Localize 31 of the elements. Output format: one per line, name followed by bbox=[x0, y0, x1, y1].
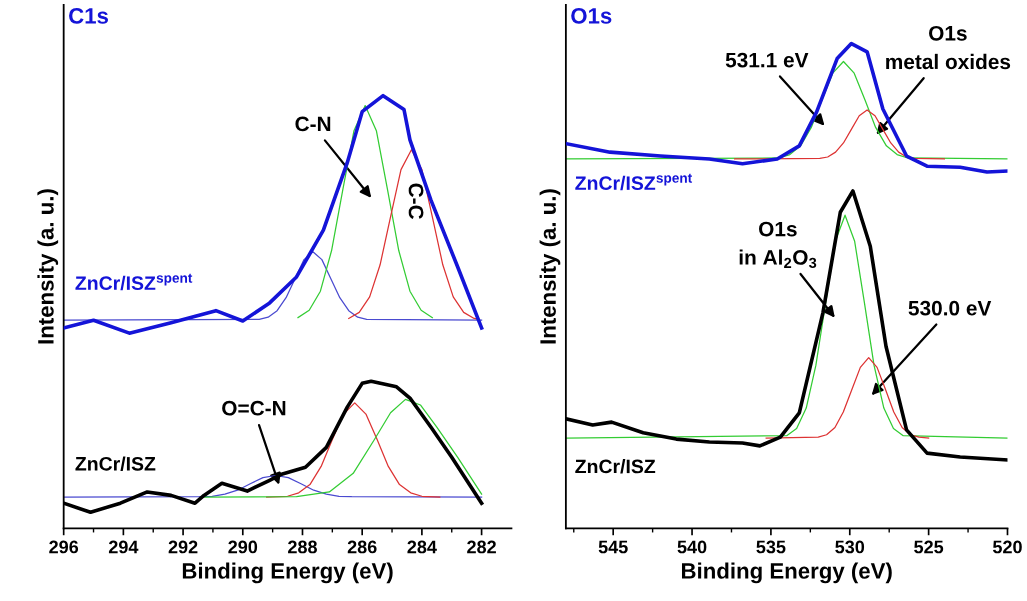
chart-title: O1s bbox=[571, 8, 612, 24]
series-label: ZnCr/ISZ$^{spent}$ bbox=[575, 173, 693, 191]
x-tick-label: 535 bbox=[756, 540, 786, 554]
x-tick-label: 292 bbox=[168, 540, 198, 554]
series-label: ZnCr/ISZ bbox=[75, 456, 156, 471]
x-tick-label: 282 bbox=[467, 540, 496, 554]
x-tick-label: 290 bbox=[228, 540, 258, 554]
x-tick-label: 520 bbox=[992, 540, 1022, 554]
annotation: 530.0 eV bbox=[908, 300, 992, 316]
x-tick-label: 286 bbox=[347, 540, 377, 554]
y-axis-title: Intensity (a. u.) bbox=[37, 189, 59, 344]
x-tick-label: 294 bbox=[108, 540, 139, 554]
annotation: O1s metal oxides bbox=[886, 25, 1011, 70]
x-tick-label: 296 bbox=[49, 540, 79, 554]
series-label: ZnCr/ISZ$^{spent}$ bbox=[75, 273, 193, 291]
annotation: C-N bbox=[295, 116, 331, 132]
y-axis-title: Intensity (a. u.) bbox=[539, 189, 561, 344]
x-tick-label: 530 bbox=[835, 540, 865, 554]
series-label: ZnCr/ISZ bbox=[575, 459, 656, 474]
x-tick-label: 284 bbox=[407, 540, 437, 554]
x-axis-title: Binding Energy (eV) bbox=[182, 562, 393, 584]
x-tick-label: 525 bbox=[914, 540, 944, 554]
x-axis-title: Binding Energy (eV) bbox=[681, 562, 892, 584]
annotation: 531.1 eV bbox=[725, 52, 809, 68]
x-tick-label: 540 bbox=[677, 540, 707, 554]
x-tick-label: 545 bbox=[598, 540, 628, 554]
chart-title: C1s bbox=[69, 8, 109, 24]
annotation: O1s in Al$_{2}$O$_{3}$ bbox=[739, 221, 817, 269]
x-tick-label: 288 bbox=[288, 540, 317, 554]
annotation: C-C bbox=[408, 183, 424, 220]
annotation: O=C-N bbox=[222, 400, 286, 416]
